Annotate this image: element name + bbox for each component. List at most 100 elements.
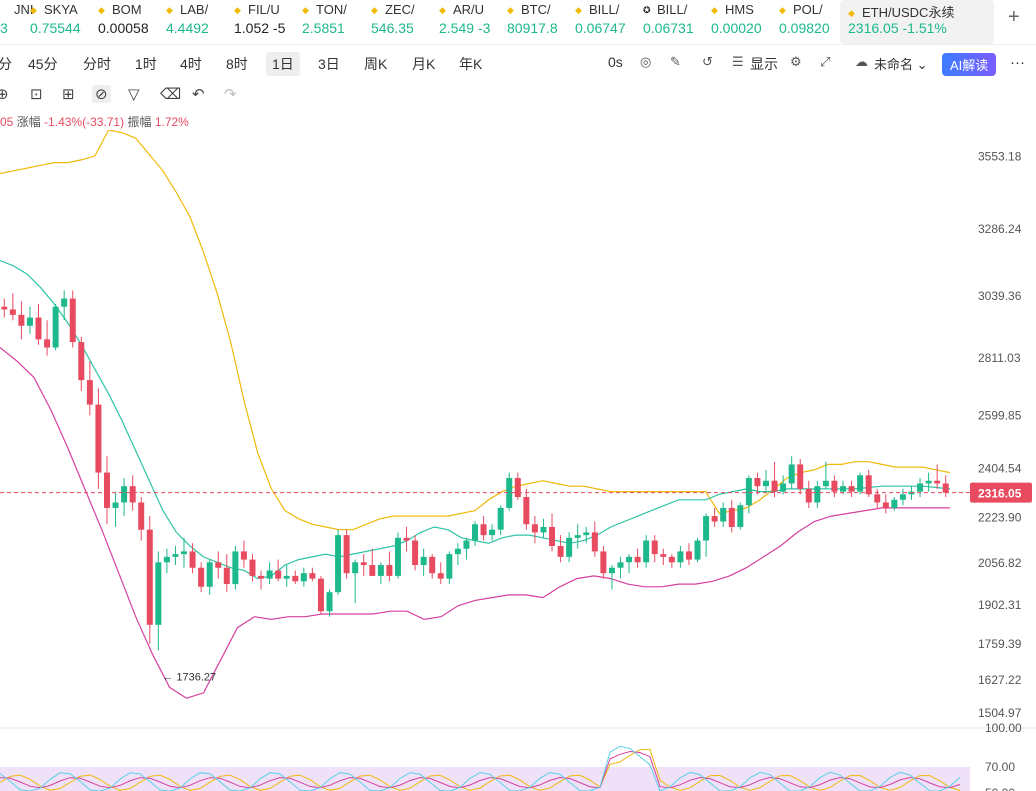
candle-body <box>497 507 504 530</box>
fullscreen-icon[interactable]: ⤢ <box>820 54 831 69</box>
candle-body <box>934 480 941 484</box>
candle-body <box>155 562 162 625</box>
candle-body <box>711 516 718 522</box>
candle-body <box>429 556 436 574</box>
low-price-annotation: ← 1736.27 <box>162 671 216 683</box>
candle-body <box>292 575 299 582</box>
tf-button[interactable]: 3日 <box>318 56 340 72</box>
coin-icon: ◆ <box>166 5 173 15</box>
tf-button[interactable]: 年K <box>459 56 483 72</box>
trash-icon[interactable]: ⌫ <box>160 86 182 103</box>
replay-icon[interactable]: ↺ <box>702 54 713 69</box>
candle-body <box>677 551 684 563</box>
candle-body <box>163 556 170 563</box>
candle-body <box>617 562 624 568</box>
template-icon[interactable]: ⊞ <box>62 86 75 103</box>
candle-body <box>703 516 710 541</box>
candle-body <box>266 570 273 579</box>
filter-icon[interactable]: ▽ <box>128 86 140 103</box>
candle-body <box>685 551 692 560</box>
tf-button[interactable]: 45分 <box>28 56 58 72</box>
tf-button[interactable]: 分时 <box>83 56 111 72</box>
pen-icon[interactable]: ✎ <box>670 54 681 69</box>
candle-body <box>249 559 256 576</box>
candle-body <box>626 556 633 563</box>
layout-name-dropdown[interactable]: 未命名 ⌄ <box>874 57 928 72</box>
candle-body <box>600 551 607 574</box>
candle-body <box>172 554 179 557</box>
candle-body <box>352 562 359 574</box>
coin-icon: ◆ <box>507 5 514 15</box>
tf-button[interactable]: 4时 <box>180 56 202 72</box>
list-icon[interactable]: ☰ <box>732 54 744 69</box>
candle-body <box>95 404 102 473</box>
candle-body <box>668 556 675 563</box>
candle-body <box>583 532 590 536</box>
magnet-icon[interactable]: ⊘ <box>92 85 111 103</box>
candle-body <box>386 565 393 576</box>
tf-button[interactable]: 分 <box>0 56 12 72</box>
candle-body <box>223 567 230 585</box>
coin-icon: ◆ <box>302 5 309 15</box>
candle-body <box>103 472 110 508</box>
candle-body <box>472 524 478 541</box>
lock-icon[interactable]: ⊡ <box>30 86 43 103</box>
candle-body <box>35 317 42 340</box>
tf-button[interactable]: 周K <box>364 56 388 72</box>
candle-body <box>335 535 342 593</box>
y-tick-label: 2223.90 <box>978 511 1022 525</box>
candle-body <box>737 505 744 527</box>
gear-icon[interactable]: ⚙ <box>790 54 802 69</box>
y-tick-label: 2811.03 <box>978 351 1021 365</box>
more-icon[interactable]: ··· <box>1010 54 1025 71</box>
candle-body <box>720 507 727 522</box>
last-price-label: 2316.05 <box>978 487 1022 501</box>
tf-button[interactable]: 8时 <box>226 56 248 72</box>
lower-band-line <box>0 347 950 699</box>
candle-body <box>608 567 615 574</box>
coin-icon: ◆ <box>439 5 446 15</box>
display-menu[interactable]: 显示 <box>750 56 778 72</box>
candle-body <box>557 545 564 557</box>
candle-body <box>514 478 521 498</box>
candle-body <box>917 483 924 492</box>
candle-body <box>840 486 847 492</box>
y-tick-label: 2404.54 <box>978 462 1022 476</box>
coin-icon: ◆ <box>575 5 582 15</box>
candle-body <box>189 551 196 568</box>
coin-icon: ◆ <box>98 5 105 15</box>
candle-body <box>360 562 367 566</box>
candle-body <box>506 478 513 508</box>
candle-body <box>403 537 410 541</box>
coin-icon: ◆ <box>30 5 37 15</box>
crosshair-icon[interactable]: ⊕ <box>0 86 9 103</box>
camera-icon[interactable]: ◎ <box>640 54 652 69</box>
candle-body <box>694 540 701 560</box>
rsi-line <box>0 748 961 791</box>
ai-analysis-button[interactable]: AI解读 <box>942 53 997 76</box>
candle-body <box>44 339 51 348</box>
coin-icon: ◆ <box>371 5 378 15</box>
candle-body <box>925 480 932 484</box>
candle-body <box>437 573 444 579</box>
ticker-strip: JNI 3 ◆ SKYA 0.75544 ◆ BOM 0.00058 ◆ LAB/4.449… <box>0 0 1036 45</box>
undo-icon[interactable]: ↶ <box>192 86 205 103</box>
price-chart[interactable]: 3553.18 3286.24 3039.36 2811.03 2599.85 2404.… <box>0 130 1036 791</box>
candle-body <box>857 475 864 492</box>
candle-body <box>129 486 136 503</box>
candle-body <box>771 480 778 492</box>
chart-toolbar: 分 45分 分时 1时 4时 8时 1日 3日 周K 月K 年K 0s ◎ ✎ … <box>0 48 1036 76</box>
candle-body <box>232 551 239 585</box>
candle-body <box>634 556 641 563</box>
candle-body <box>377 565 384 576</box>
redo-icon[interactable]: ↷ <box>224 86 237 103</box>
drawing-toolbar: ⊕ ⊡ ⊞ ⊘ ▽ ⌫ ↶ ↷ <box>0 82 260 108</box>
cloud-icon[interactable]: ☁ <box>855 54 868 69</box>
add-ticker-button[interactable]: + <box>1008 6 1020 28</box>
tf-button[interactable]: 1时 <box>135 56 157 72</box>
candle-body <box>822 480 829 487</box>
countdown-label[interactable]: 0s <box>608 54 623 70</box>
ticker-item-active[interactable]: ◆ ETH/USDC永续 2316.05 -1.51% <box>840 0 994 44</box>
tf-button[interactable]: 月K <box>412 56 436 72</box>
tf-button-selected[interactable]: 1日 <box>266 52 300 76</box>
